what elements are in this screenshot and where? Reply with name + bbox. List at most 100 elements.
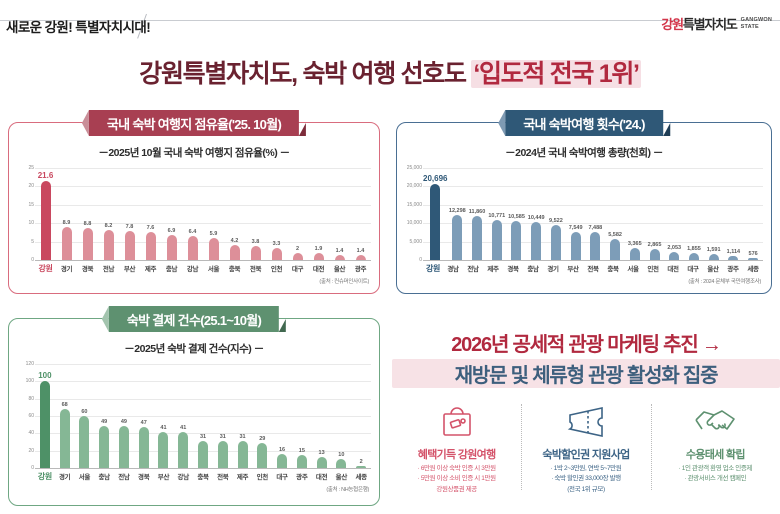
chart-1-bar-column[interactable]: 1.9 bbox=[308, 168, 329, 260]
chart-3-bar[interactable] bbox=[158, 432, 169, 468]
chart-2-bar-column[interactable]: 20,696 bbox=[423, 168, 447, 260]
chart-2-bar[interactable] bbox=[590, 232, 601, 260]
chart-1-bar[interactable] bbox=[187, 236, 198, 260]
chart-1-bar-column[interactable]: 7.8 bbox=[119, 168, 140, 260]
chart-1-bar[interactable] bbox=[334, 254, 345, 260]
chart-2-bar-column[interactable]: 2,053 bbox=[664, 168, 684, 260]
chart-3-bar[interactable] bbox=[237, 441, 248, 468]
chart-1-bar-column[interactable]: 8.9 bbox=[56, 168, 77, 260]
chart-2-bar-column[interactable]: 12,298 bbox=[447, 168, 467, 260]
chart-1-bar-column[interactable]: 2 bbox=[287, 168, 308, 260]
chart-3-bar-column[interactable]: 16 bbox=[272, 364, 292, 468]
chart-1-bar-column[interactable]: 3.3 bbox=[266, 168, 287, 260]
chart-1-bar[interactable] bbox=[82, 227, 93, 260]
chart-2-bar-column[interactable]: 7,488 bbox=[586, 168, 606, 260]
chart-1-bar[interactable] bbox=[124, 231, 135, 260]
chart-1-bar-column[interactable]: 5.9 bbox=[203, 168, 224, 260]
chart-3-bar-column[interactable]: 68 bbox=[55, 364, 75, 468]
chart-1-bar-column[interactable]: 1.4 bbox=[350, 168, 371, 260]
chart-1-bar-column[interactable]: 21.6 bbox=[35, 168, 56, 260]
chart-3-bar[interactable] bbox=[39, 381, 50, 468]
chart-1-bar[interactable] bbox=[229, 244, 240, 260]
chart-3-bar-column[interactable]: 60 bbox=[75, 364, 95, 468]
chart-2-bar[interactable] bbox=[531, 221, 542, 260]
chart-2-bar-column[interactable]: 576 bbox=[743, 168, 763, 260]
chart-3-bar-column[interactable]: 31 bbox=[233, 364, 253, 468]
chart-2-bar-column[interactable]: 1,591 bbox=[704, 168, 724, 260]
chart-2-bar-column[interactable]: 7,549 bbox=[566, 168, 586, 260]
chart-1-bar[interactable] bbox=[355, 254, 366, 260]
chart-1-bar[interactable] bbox=[271, 247, 282, 260]
chart-3-bar-column[interactable]: 13 bbox=[312, 364, 332, 468]
chart-3-bar-column[interactable]: 10 bbox=[331, 364, 351, 468]
chart-2-bar-column[interactable]: 3,365 bbox=[625, 168, 645, 260]
chart-1-bar-column[interactable]: 8.8 bbox=[77, 168, 98, 260]
chart-3-bar[interactable] bbox=[99, 425, 110, 468]
chart-3-bar[interactable] bbox=[138, 427, 149, 468]
chart-1-bar[interactable] bbox=[250, 246, 261, 260]
chart-3-bar[interactable] bbox=[356, 466, 367, 468]
chart-1-bar-column[interactable]: 6.4 bbox=[182, 168, 203, 260]
chart-1-bar-column[interactable]: 3.8 bbox=[245, 168, 266, 260]
chart-3-bar-column[interactable]: 100 bbox=[35, 364, 55, 468]
chart-2-bar[interactable] bbox=[748, 257, 759, 260]
chart-3-bar[interactable] bbox=[198, 441, 208, 468]
chart-2-bar[interactable] bbox=[688, 253, 699, 260]
chart-2-bar[interactable] bbox=[430, 183, 441, 260]
chart-3-bar-column[interactable]: 2 bbox=[351, 364, 371, 468]
chart-1-bar[interactable] bbox=[313, 253, 324, 260]
chart-3-bar-column[interactable]: 41 bbox=[154, 364, 174, 468]
chart-2-bar[interactable] bbox=[649, 249, 660, 260]
chart-3-bar[interactable] bbox=[79, 416, 90, 468]
chart-1-bar[interactable] bbox=[145, 232, 156, 260]
chart-1-bar[interactable] bbox=[40, 180, 51, 260]
chart-2-bar-column[interactable]: 2,865 bbox=[645, 168, 665, 260]
chart-3-bar[interactable] bbox=[277, 454, 288, 468]
chart-3-bar[interactable] bbox=[118, 425, 129, 468]
chart-1-bar[interactable] bbox=[61, 227, 72, 260]
chart-3-bar-column[interactable]: 31 bbox=[213, 364, 233, 468]
chart-2-bar[interactable] bbox=[629, 247, 640, 260]
chart-1-bar[interactable] bbox=[103, 229, 114, 260]
chart-3-bar-column[interactable]: 15 bbox=[292, 364, 312, 468]
chart-3-bar[interactable] bbox=[217, 441, 228, 468]
chart-2-bar[interactable] bbox=[550, 224, 561, 260]
chart-1-bar-column[interactable]: 7.6 bbox=[140, 168, 161, 260]
chart-1-bar-column[interactable]: 1.4 bbox=[329, 168, 350, 260]
chart-2-bar[interactable] bbox=[472, 216, 483, 260]
chart-1-bar-column[interactable]: 4.2 bbox=[224, 168, 245, 260]
chart-2-bar-column[interactable]: 10,585 bbox=[507, 168, 527, 260]
chart-2-bar[interactable] bbox=[511, 221, 522, 260]
chart-3-bar-column[interactable]: 29 bbox=[252, 364, 272, 468]
chart-3-bar-column[interactable]: 49 bbox=[94, 364, 114, 468]
chart-2-bar[interactable] bbox=[491, 220, 502, 260]
chart-2-bar-column[interactable]: 1,855 bbox=[684, 168, 704, 260]
chart-2-bar[interactable] bbox=[669, 252, 680, 260]
chart-1-bar-column[interactable]: 8.2 bbox=[98, 168, 119, 260]
chart-3-bar[interactable] bbox=[59, 409, 70, 468]
chart-2-bar-column[interactable]: 5,582 bbox=[605, 168, 625, 260]
chart-1-bar[interactable] bbox=[208, 238, 219, 260]
chart-2-bar[interactable] bbox=[610, 239, 621, 260]
chart-2-bar[interactable] bbox=[452, 214, 463, 260]
chart-2-bar[interactable] bbox=[570, 232, 581, 260]
chart-3-bar[interactable] bbox=[178, 432, 189, 468]
chart-2-bar-column[interactable]: 1,114 bbox=[724, 168, 744, 260]
chart-2-bar[interactable] bbox=[728, 255, 739, 260]
chart-2-bar-column[interactable]: 11,860 bbox=[467, 168, 487, 260]
chart-3-bar[interactable] bbox=[296, 455, 307, 468]
chart-2-bar-column[interactable]: 9,522 bbox=[546, 168, 566, 260]
chart-3-bar-column[interactable]: 41 bbox=[173, 364, 193, 468]
chart-1-bar[interactable] bbox=[292, 252, 303, 260]
chart-1-bar[interactable] bbox=[166, 234, 177, 260]
chart-3-bar[interactable] bbox=[257, 442, 268, 468]
chart-1-bar-column[interactable]: 6.9 bbox=[161, 168, 182, 260]
chart-2-bar-column[interactable]: 10,449 bbox=[526, 168, 546, 260]
chart-2-bar[interactable] bbox=[708, 254, 719, 260]
chart-3-bar[interactable] bbox=[316, 456, 327, 468]
chart-2-bar-column[interactable]: 10,771 bbox=[487, 168, 507, 260]
chart-3-bar[interactable] bbox=[336, 459, 347, 468]
chart-3-bar-column[interactable]: 31 bbox=[193, 364, 213, 468]
chart-3-bar-column[interactable]: 49 bbox=[114, 364, 134, 468]
chart-3-bar-column[interactable]: 47 bbox=[134, 364, 154, 468]
